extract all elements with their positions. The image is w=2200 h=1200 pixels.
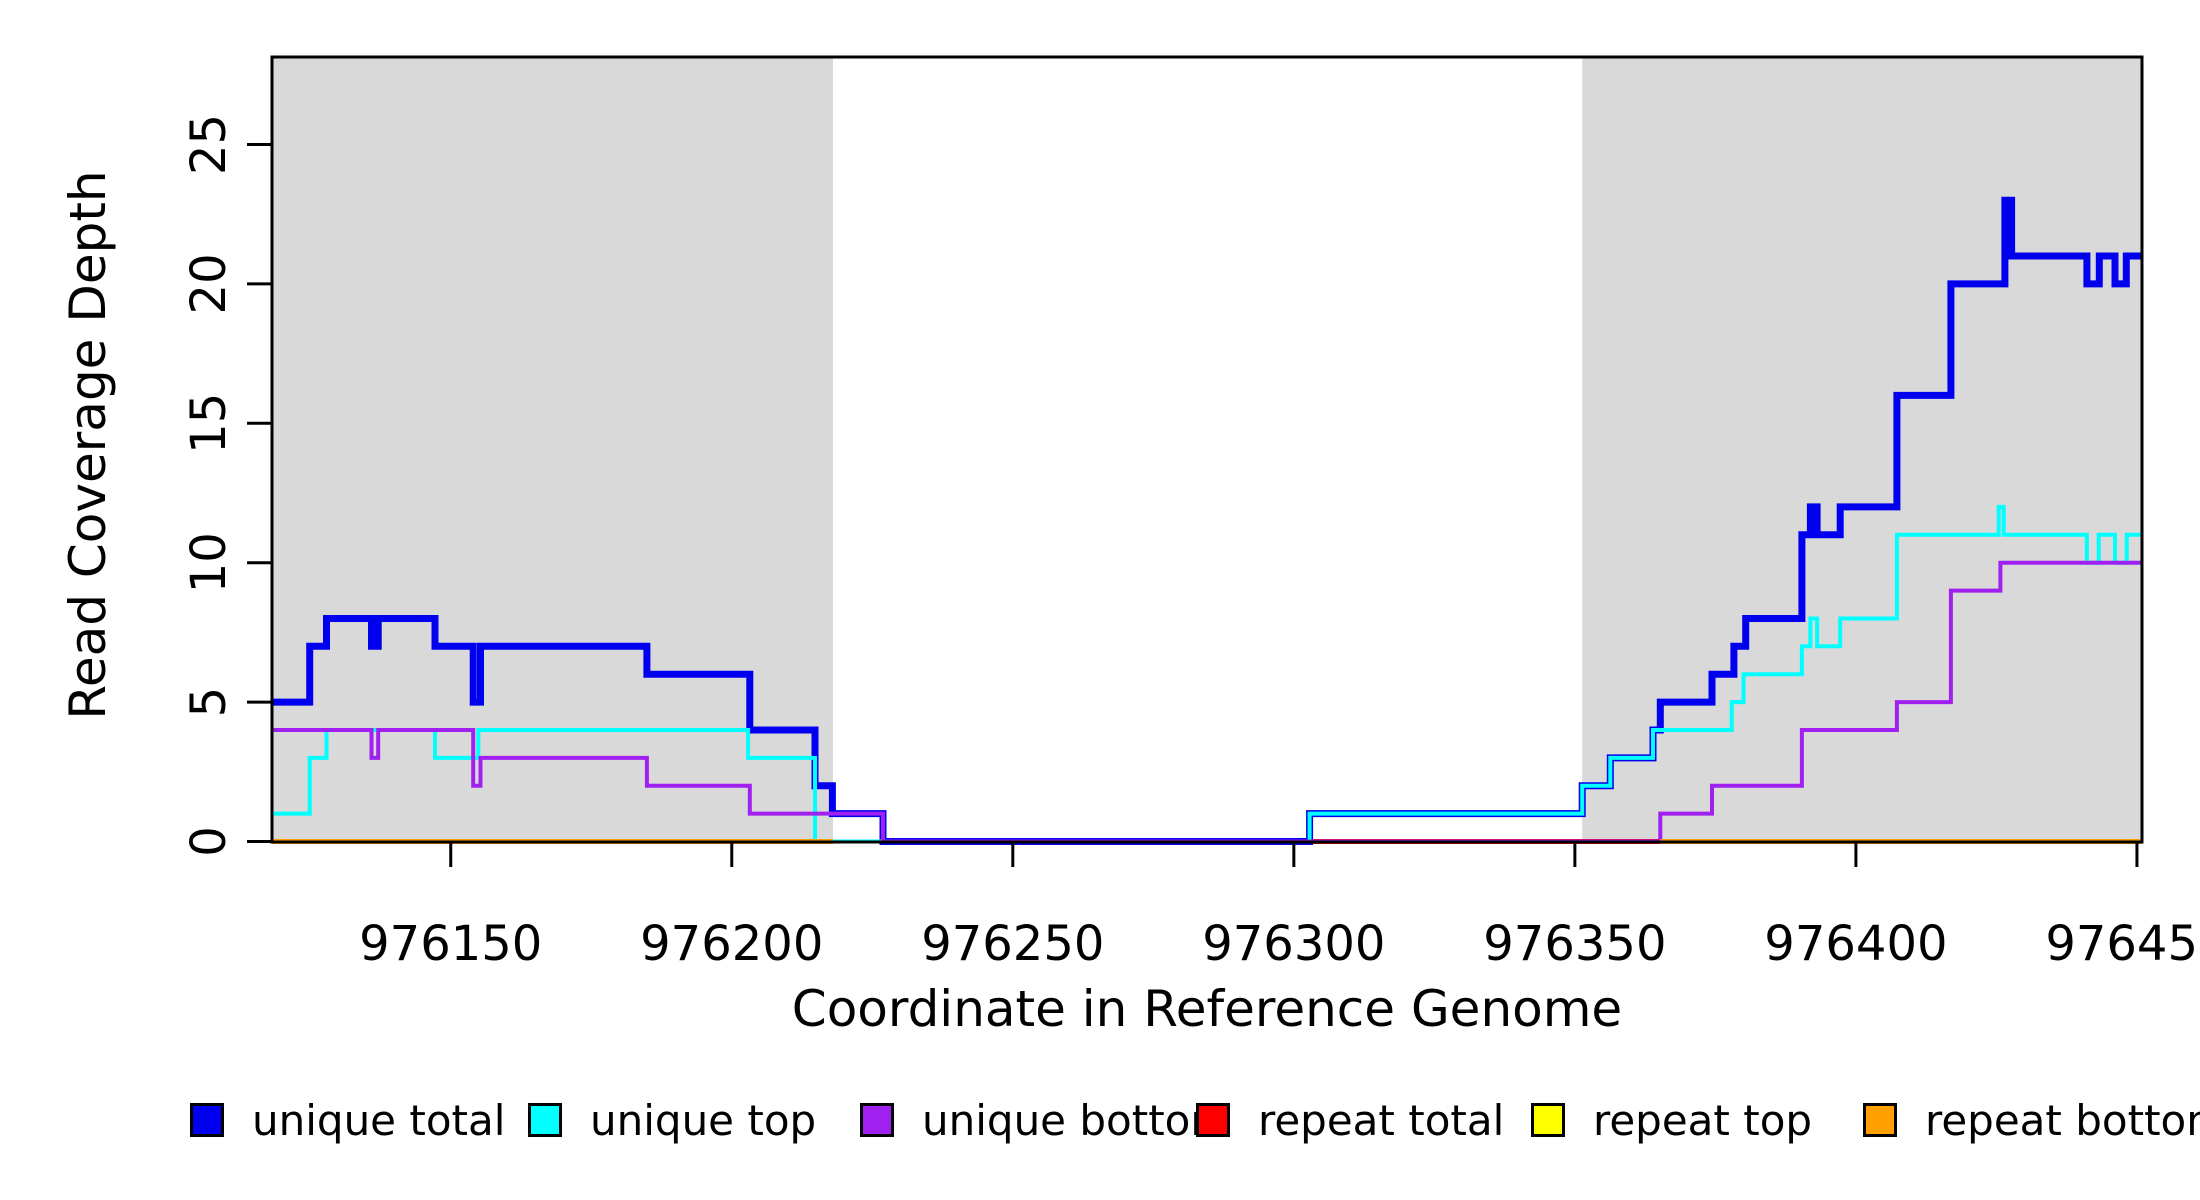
legend-item-unique-top: unique top (528, 1095, 817, 1145)
legend-item-repeat-bottom: repeat bottom (1863, 1095, 2200, 1145)
legend-label: unique bottom (922, 1095, 1232, 1145)
legend-swatch-unique-total (190, 1103, 224, 1137)
x-tick-label: 976150 (359, 916, 542, 972)
legend-label: repeat total (1258, 1095, 1505, 1145)
x-tick-label: 976200 (640, 916, 823, 972)
legend-label: repeat bottom (1925, 1095, 2200, 1145)
x-tick-label: 976350 (1483, 916, 1666, 972)
x-tick-label: 976300 (1202, 916, 1385, 972)
series-unique-bottom-line (272, 560, 2142, 844)
legend-swatch-unique-top (528, 1103, 562, 1137)
series-unique-top-line (272, 504, 2142, 844)
legend-label: unique total (252, 1095, 506, 1145)
legend-item-repeat-top: repeat top (1531, 1095, 1813, 1145)
x-axis-title: Coordinate in Reference Genome (791, 980, 1623, 1038)
legend-item-unique-bottom: unique bottom (860, 1095, 1232, 1145)
y-tick-label: 0 (181, 826, 237, 857)
legend-label: unique top (590, 1095, 817, 1145)
y-tick-label: 20 (181, 253, 237, 314)
plot-box (270, 55, 2144, 844)
right-gray-region (1582, 57, 2142, 842)
left-gray-region (272, 57, 833, 842)
legend-swatch-repeat-total (1196, 1103, 1230, 1137)
y-tick-label: 10 (181, 532, 237, 593)
legend-label: repeat top (1593, 1095, 1813, 1145)
y-tick-label: 5 (181, 687, 237, 718)
y-tick-label: 15 (181, 393, 237, 454)
legend-swatch-unique-bottom (860, 1103, 894, 1137)
legend-swatch-repeat-top (1531, 1103, 1565, 1137)
x-tick-label: 976250 (921, 916, 1104, 972)
legend: unique total unique top unique bottom repea… (0, 1096, 2200, 1156)
x-tick-label: 976400 (1764, 916, 1947, 972)
legend-item-repeat-total: repeat total (1196, 1095, 1505, 1145)
legend-item-unique-total: unique total (190, 1095, 506, 1145)
y-axis-title: Read Coverage Depth (59, 170, 117, 720)
y-tick-label: 25 (181, 114, 237, 175)
legend-swatch-repeat-bottom (1863, 1103, 1897, 1137)
